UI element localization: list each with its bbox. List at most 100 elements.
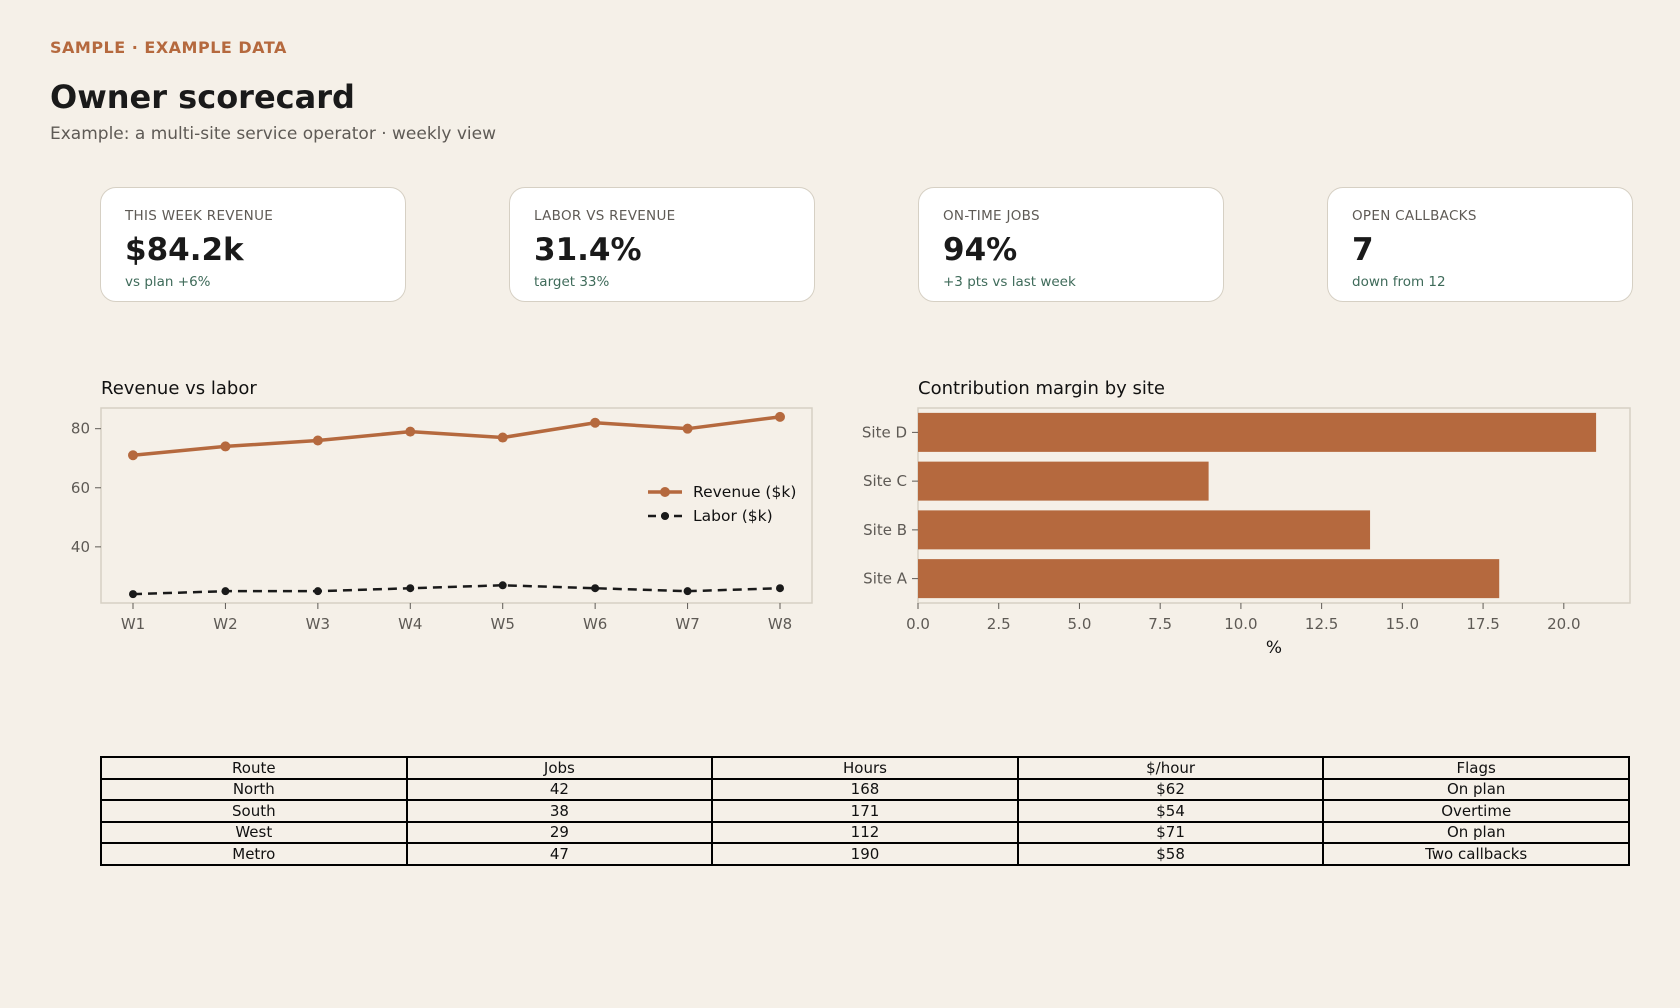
bar-site-d: [918, 412, 1597, 452]
x-tick-label: 12.5: [1305, 615, 1338, 633]
x-tick-label: 10.0: [1224, 615, 1257, 633]
line-chart: 40 60 80 W1 W2 W3 W4 W5 W6 W7 W8 Revenue ($k) Labor …: [71, 407, 813, 633]
table-cell: $71: [1016, 820, 1325, 844]
kpi-label: LABOR VS REVENUE: [534, 208, 676, 224]
table-cell: Overtime: [1322, 799, 1630, 823]
y-tick-label: 80: [71, 420, 90, 438]
table-cell: 42: [405, 777, 714, 801]
bar-site-a: [918, 559, 1500, 599]
table-cell: Metro: [100, 842, 408, 866]
kpi-card-labor: LABOR VS REVENUE 31.4% target 33%: [509, 187, 815, 302]
data-point: [220, 441, 231, 452]
table-cell: Two callbacks: [1322, 842, 1630, 866]
table-cell: South: [100, 799, 408, 823]
x-tick-label: W8: [768, 615, 792, 633]
y-tick-label: Site A: [863, 570, 908, 588]
x-tick-label: 17.5: [1466, 615, 1499, 633]
bar-chart: Site A Site B Site C Site D 0.0 2.5 5.0 7.5 10.0…: [862, 407, 1631, 658]
table-cell: On plan: [1322, 820, 1630, 844]
table-cell: $54: [1016, 799, 1325, 823]
data-point: [683, 587, 692, 596]
table-cell: 171: [711, 799, 1019, 823]
data-point: [682, 423, 693, 434]
routes-table: Route Jobs Hours $/hour Flags North 42 168 $62 O…: [100, 756, 1630, 866]
data-point: [775, 411, 785, 422]
x-tick-label: W6: [583, 615, 607, 633]
kpi-value: $84.2k: [125, 232, 244, 268]
x-tick-label: W5: [491, 615, 515, 633]
kpi-value: 31.4%: [534, 232, 642, 268]
bar-chart-title: Contribution margin by site: [918, 378, 1165, 399]
kpi-label: ON-TIME JOBS: [943, 208, 1040, 224]
line-chart-title: Revenue vs labor: [101, 378, 257, 399]
table-cell: 190: [711, 842, 1019, 866]
data-point: [497, 432, 508, 443]
x-tick-label: 5.0: [1068, 615, 1092, 633]
table-header-cell: Jobs: [405, 756, 714, 780]
x-tick-label: 15.0: [1386, 615, 1419, 633]
plot-frame: [100, 407, 813, 604]
table-row: West 29 112 $71 On plan: [100, 820, 1630, 844]
table-cell: 168: [711, 777, 1019, 801]
data-point: [776, 584, 784, 593]
x-axis-label: %: [1266, 638, 1282, 658]
table-cell: 38: [405, 799, 714, 823]
table-cell: North: [100, 777, 408, 801]
table-cell: $62: [1016, 777, 1325, 801]
kpi-value: 7: [1352, 232, 1374, 268]
y-tick-label: Site C: [863, 472, 907, 490]
x-tick-label: W3: [306, 615, 330, 633]
table-cell: On plan: [1322, 777, 1630, 801]
legend-marker: [660, 487, 670, 497]
kpi-note: down from 12: [1352, 274, 1446, 290]
legend-label: Revenue ($k): [693, 483, 796, 501]
kpi-note: vs plan +6%: [125, 274, 211, 290]
data-point: [128, 450, 138, 461]
kpi-note: target 33%: [534, 274, 610, 290]
kpi-card-on-time: ON-TIME JOBS 94% +3 pts vs last week: [918, 187, 1224, 302]
table-row: Metro 47 190 $58 Two callbacks: [100, 842, 1630, 866]
data-point: [498, 581, 507, 590]
data-point: [129, 590, 137, 599]
table-row: South 38 171 $54 Overtime: [100, 799, 1630, 823]
table-header-cell: Route: [100, 756, 408, 780]
plot-frame: [917, 407, 1631, 604]
kpi-note: +3 pts vs last week: [943, 274, 1076, 290]
x-tick-label: 2.5: [987, 615, 1011, 633]
x-tick-label: W4: [398, 615, 422, 633]
kpi-card-callbacks: OPEN CALLBACKS 7 down from 12: [1327, 187, 1633, 302]
data-point: [313, 587, 322, 596]
table-cell: 112: [711, 820, 1019, 844]
data-point: [405, 426, 416, 437]
kpi-card-revenue: THIS WEEK REVENUE $84.2k vs plan +6%: [100, 187, 406, 302]
series-line-0: [132, 415, 781, 458]
data-point: [312, 435, 323, 446]
x-tick-label: 0.0: [906, 615, 930, 633]
kpi-value: 94%: [943, 232, 1018, 268]
legend-marker: [661, 512, 669, 520]
y-tick-label: 60: [71, 479, 90, 497]
table-header-cell: $/hour: [1016, 756, 1325, 780]
table-header-cell: Flags: [1322, 756, 1630, 780]
table-header-cell: Hours: [711, 756, 1019, 780]
table-cell: West: [100, 820, 408, 844]
bar-site-b: [918, 510, 1371, 550]
data-point: [591, 584, 600, 593]
table-cell: 47: [405, 842, 714, 866]
bar-site-c: [918, 461, 1209, 501]
table-cell: 29: [405, 820, 714, 844]
legend-label: Labor ($k): [693, 507, 773, 525]
data-point: [406, 584, 415, 593]
x-tick-label: W1: [121, 615, 145, 633]
table-row: North 42 168 $62 On plan: [100, 777, 1630, 801]
data-point: [590, 417, 601, 428]
page-title: Owner scorecard: [50, 78, 355, 116]
table-cell: $58: [1016, 842, 1325, 866]
x-tick-label: W2: [213, 615, 237, 633]
y-tick-label: Site B: [863, 521, 907, 539]
kpi-label: THIS WEEK REVENUE: [125, 208, 274, 224]
eyebrow-label: SAMPLE · EXAMPLE DATA: [50, 38, 287, 57]
page-subtitle: Example: a multi-site service operator ·…: [50, 124, 497, 144]
data-point: [221, 587, 230, 596]
kpi-label: OPEN CALLBACKS: [1352, 208, 1477, 224]
